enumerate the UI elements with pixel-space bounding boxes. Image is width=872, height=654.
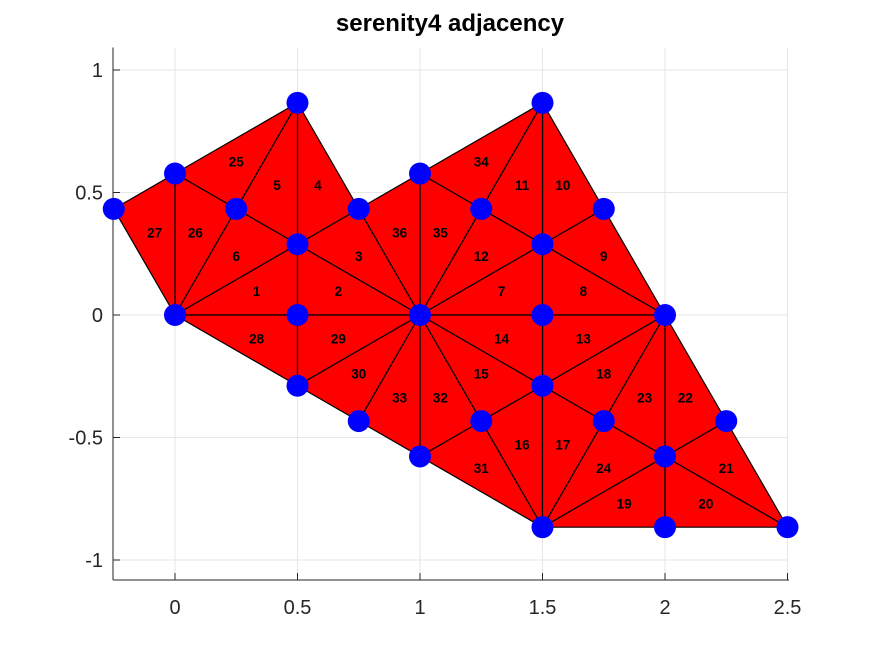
triangle-number-label: 30	[351, 367, 366, 382]
triangle-number-label: 33	[392, 390, 408, 405]
triangle-number-label: 20	[698, 496, 713, 511]
mesh-node-marker	[102, 197, 125, 220]
triangle-number-label: 3	[355, 249, 363, 264]
triangle-number-label: 29	[331, 331, 346, 346]
triangle-element	[358, 172, 421, 316]
mesh-triangles	[113, 102, 789, 528]
triangle-number-label: 17	[555, 437, 570, 452]
triangle-number-label: 35	[433, 225, 449, 240]
triangle-number-label: 26	[188, 225, 204, 240]
mesh-node-marker	[531, 233, 554, 256]
triangle-number-label: 13	[576, 331, 592, 346]
triangle-number-label: 21	[719, 461, 735, 476]
triangle-number-label: 11	[515, 178, 530, 193]
triangle-number-label: 36	[392, 225, 408, 240]
triangle-number-label: 34	[474, 155, 490, 170]
triangle-number-label: 12	[474, 249, 489, 264]
triangle-number-label: 2	[335, 284, 343, 299]
mesh-node-marker	[531, 304, 554, 326]
triangle-number-label: 28	[249, 331, 265, 346]
triangle-element	[174, 314, 299, 387]
mesh-nodes	[102, 91, 799, 539]
mesh-node-marker	[164, 162, 186, 185]
mesh-node-marker	[715, 410, 738, 433]
triangle-number-label: 24	[596, 461, 612, 476]
x-tick-label: 2	[659, 597, 670, 619]
mesh-node-marker	[286, 374, 309, 397]
triangle-number-label: 19	[617, 496, 632, 511]
x-tick-label: 2.5	[774, 597, 802, 619]
triangle-number-label: 18	[596, 367, 612, 382]
axes-spines-and-ticks	[112, 47, 789, 581]
y-tick-label: 1	[92, 60, 103, 82]
triangle-number-label: 31	[474, 461, 490, 476]
mesh-node-marker	[470, 410, 493, 433]
y-tick-label: 0	[92, 305, 103, 327]
triangle-number-label: 27	[147, 225, 162, 240]
triangle-number-label: 1	[253, 284, 261, 299]
triangle-number-label: 15	[474, 367, 490, 382]
mesh-node-marker	[470, 197, 493, 220]
mesh-node-marker	[347, 410, 370, 433]
x-tick-label: 0.5	[284, 597, 312, 619]
y-tick-label: 0.5	[75, 183, 103, 205]
x-tick-label: 0	[169, 597, 180, 619]
mesh-node-marker	[347, 197, 370, 220]
triangle-number-label: 22	[678, 390, 693, 405]
mesh-node-marker	[286, 91, 309, 114]
mesh-node-marker	[225, 197, 248, 220]
triangle-number-label: 7	[498, 284, 506, 299]
mesh-node-marker	[654, 516, 676, 539]
mesh-node-marker	[592, 197, 615, 220]
triangle-element	[358, 314, 421, 458]
mesh-node-marker	[592, 410, 615, 433]
mesh-node-marker	[286, 233, 309, 256]
y-tick-label: -1	[85, 550, 103, 572]
mesh-node-marker	[654, 445, 676, 468]
triangle-number-label: 6	[232, 249, 240, 264]
mesh-node-marker	[286, 304, 309, 326]
y-tick-label: -0.5	[69, 428, 103, 450]
mesh-node-marker	[531, 516, 554, 539]
x-tick-label: 1	[414, 597, 425, 619]
triangle-number-label: 32	[433, 390, 448, 405]
x-tick-label: 1.5	[529, 597, 557, 619]
triangle-number-label: 10	[555, 178, 570, 193]
mesh-node-marker	[531, 91, 554, 114]
triangle-number-label: 14	[494, 331, 510, 346]
axis-tick-labels: 0 0.5 1 1.5 2 2.5 -1 -0.5 0 0.5 1	[69, 60, 802, 619]
mesh-node-marker	[409, 162, 431, 185]
mesh-node-marker	[776, 516, 799, 539]
triangle-number-label: 5	[273, 178, 281, 193]
plot-title: serenity4 adjacency	[336, 10, 565, 37]
mesh-node-marker	[409, 304, 431, 326]
triangle-number-label: 9	[600, 249, 608, 264]
triangle-number-label: 16	[515, 437, 531, 452]
triangle-number-label: 8	[580, 284, 588, 299]
triangle-element	[113, 172, 176, 316]
mesh-node-marker	[654, 304, 676, 326]
mesh-node-marker	[164, 304, 186, 326]
triangle-element	[541, 420, 666, 528]
triangle-number-label: 23	[637, 390, 653, 405]
triangle-number-label: 4	[314, 178, 322, 193]
mesh-node-marker	[531, 374, 554, 397]
mesh-node-marker	[409, 445, 431, 468]
triangle-number-label: 25	[229, 155, 245, 170]
